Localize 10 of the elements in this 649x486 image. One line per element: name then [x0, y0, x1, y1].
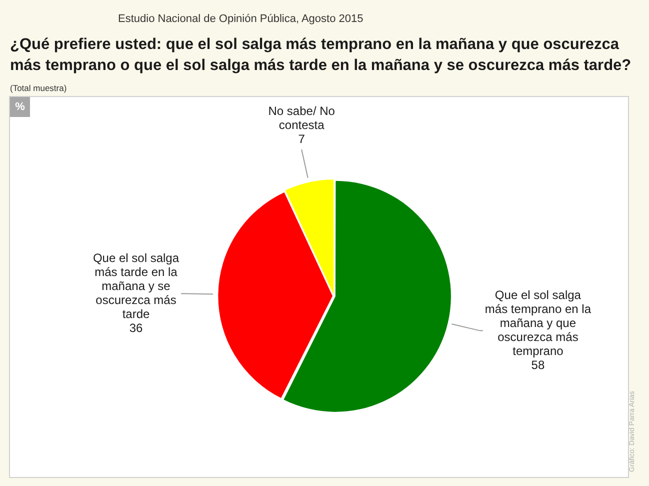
- text: Estudio Nacional de Opinión Pública, Agosto 2015: [118, 13, 364, 25]
- unit-badge: %: [10, 97, 30, 117]
- chart-subtitle: (Total muestra): [10, 83, 67, 93]
- data-label: 36: [129, 320, 143, 335]
- slice-label: Que el sol salga más tarde en la mañana y se oscurezca más tarde: [92, 250, 180, 321]
- data-label: 7: [298, 132, 306, 146]
- data-label: 58: [531, 358, 545, 372]
- chart-title: ¿Qué prefiere usted: que el sol salga más temprano en la mañana y que oscurezca más temprano o que el sol salga más tarde en la mañana y se oscurezca más tarde?: [10, 35, 632, 76]
- slice-label: Que el sol salga más temprano en la mañana y que oscurezca más temprano: [484, 288, 592, 358]
- slice-label: No sabe/ No contesta: [268, 104, 336, 132]
